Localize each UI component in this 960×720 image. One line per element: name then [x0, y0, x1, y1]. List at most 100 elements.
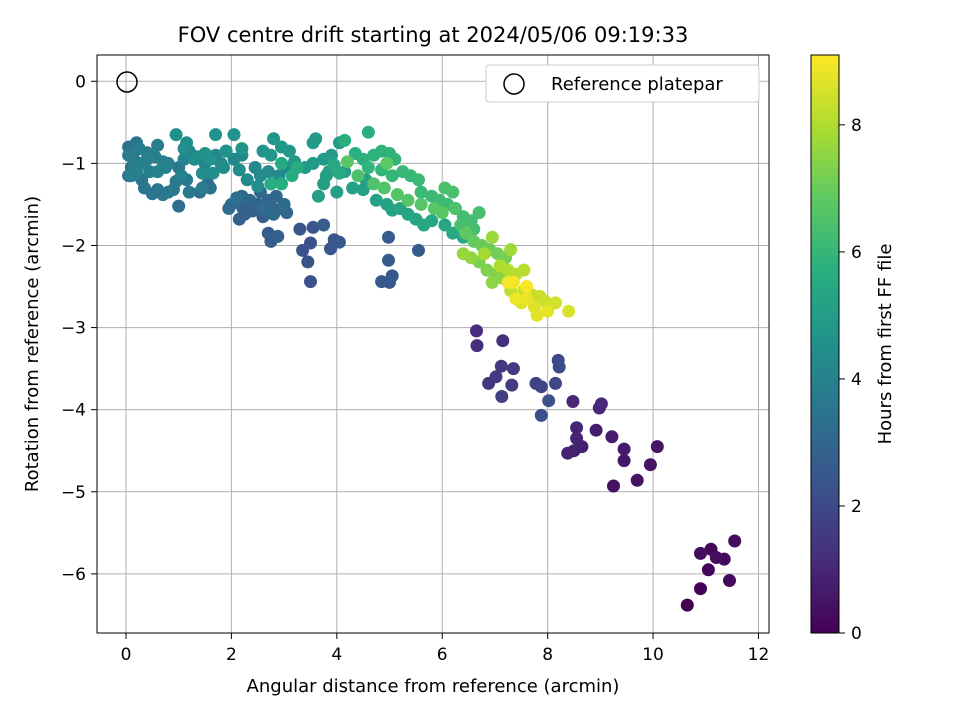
data-point [438, 181, 452, 195]
data-point [650, 440, 664, 454]
data-point [412, 173, 425, 187]
data-point [346, 181, 360, 195]
x-tick-label: 12 [748, 645, 770, 665]
data-point [459, 226, 473, 240]
data-point [203, 152, 217, 166]
data-point [264, 177, 278, 191]
legend: Reference platepar [485, 64, 760, 103]
x-axis-label: Angular distance from reference (arcmin) [247, 676, 620, 697]
data-point [549, 376, 562, 390]
data-point [325, 148, 338, 162]
data-point [385, 269, 399, 283]
data-point [306, 136, 320, 150]
data-point [240, 173, 254, 187]
data-point [566, 395, 580, 408]
chart-title: FOV centre drift starting at 2024/05/06 … [178, 23, 689, 47]
data-point [232, 163, 246, 177]
y-tick-label: −6 [61, 565, 86, 585]
data-point [304, 275, 317, 289]
data-point [356, 183, 370, 197]
data-point [694, 582, 707, 596]
data-point [509, 292, 523, 306]
data-point [542, 394, 556, 408]
data-point [317, 218, 331, 232]
legend-marker [503, 73, 525, 95]
data-point [401, 193, 415, 207]
data-point [694, 546, 707, 560]
x-tick-label: 8 [542, 645, 553, 665]
y-tick-label: −3 [61, 319, 86, 339]
data-point [206, 166, 220, 180]
data-point [530, 308, 544, 322]
data-point [414, 185, 428, 199]
data-point [285, 169, 299, 183]
data-point [261, 165, 275, 179]
data-point [438, 218, 452, 232]
data-point [275, 177, 288, 191]
data-point [605, 430, 619, 444]
data-points [122, 125, 742, 612]
data-point [232, 212, 246, 226]
data-point [414, 197, 428, 211]
data-point [495, 390, 509, 403]
legend-box [485, 64, 760, 103]
data-point [243, 193, 257, 207]
y-tick-label: 0 [75, 72, 86, 92]
plot-frame [96, 54, 770, 634]
data-point [301, 255, 315, 269]
x-tick-label: 0 [121, 645, 132, 665]
data-point [456, 247, 470, 261]
data-point [306, 220, 320, 234]
data-point [485, 230, 499, 244]
x-axis-ticks: 0 2 4 6 8 10 12 [121, 633, 770, 665]
data-point [723, 574, 736, 587]
data-point [549, 296, 562, 310]
data-point [701, 563, 715, 577]
data-point [222, 202, 236, 215]
data-point [140, 152, 154, 166]
data-point [489, 370, 503, 384]
x-tick-label: 10 [642, 645, 664, 665]
data-point [217, 161, 230, 174]
data-point [188, 152, 201, 166]
data-point [570, 431, 584, 445]
data-point [680, 598, 694, 612]
data-point [172, 199, 186, 213]
data-point [332, 166, 346, 180]
y-tick-label: −4 [61, 401, 86, 421]
data-point [209, 128, 223, 142]
data-point [219, 144, 233, 158]
data-point [385, 169, 399, 183]
data-point [256, 202, 270, 215]
data-point [382, 230, 395, 244]
data-point [485, 275, 499, 289]
colorbar-tick-label: 0 [851, 624, 862, 644]
data-point [319, 169, 333, 183]
data-point [195, 166, 209, 180]
colorbar-gradient [810, 54, 840, 634]
data-point [534, 408, 548, 422]
data-point [180, 136, 194, 150]
data-point [340, 155, 354, 169]
data-point [506, 362, 520, 376]
data-point [435, 206, 449, 220]
data-point [562, 304, 576, 318]
x-tick-label: 4 [331, 645, 342, 665]
data-point [293, 222, 307, 236]
data-point [472, 206, 486, 220]
data-point [477, 247, 491, 261]
data-point [496, 334, 510, 348]
data-point [380, 156, 394, 170]
data-point [271, 229, 285, 243]
data-point [277, 197, 291, 211]
data-point [617, 454, 631, 468]
data-point [267, 132, 281, 146]
data-point [520, 280, 534, 293]
data-point [390, 188, 404, 202]
data-point [617, 442, 631, 456]
data-point [351, 169, 365, 183]
data-point [332, 235, 346, 249]
data-point [589, 423, 603, 437]
data-point [369, 193, 383, 207]
y-tick-label: −1 [61, 154, 86, 174]
